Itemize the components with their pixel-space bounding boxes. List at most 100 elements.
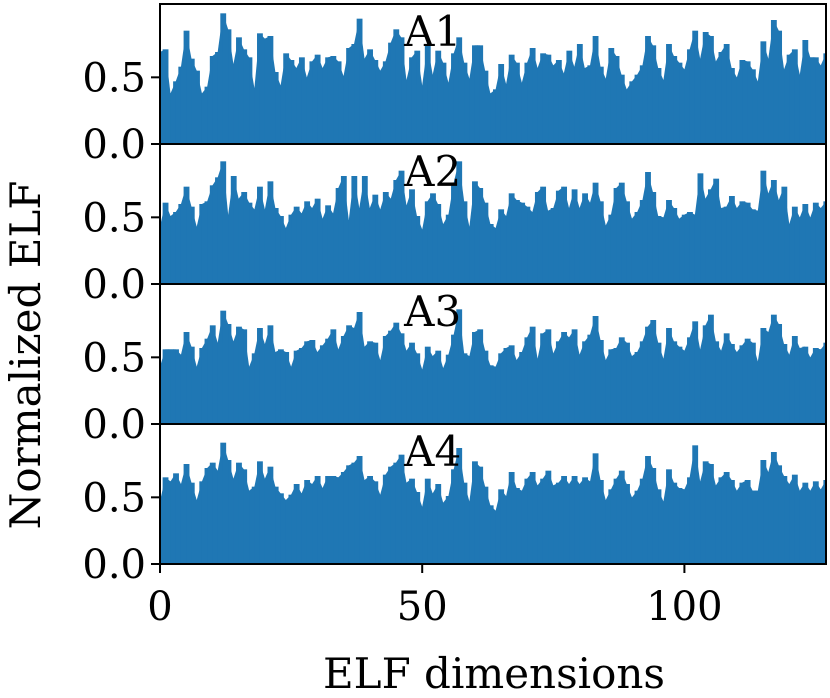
bar-fill — [416, 50, 423, 144]
bar-fill — [784, 344, 790, 424]
bar-fill — [222, 161, 229, 284]
bar-fill — [264, 466, 271, 564]
bar-fill — [500, 489, 507, 564]
bar-fill — [553, 190, 559, 284]
bar-fill — [464, 201, 470, 284]
bar-fill — [469, 181, 475, 284]
bar-fill — [322, 57, 328, 144]
bar-fill — [684, 49, 690, 144]
bar-fill — [432, 350, 438, 424]
bar-fill — [736, 201, 743, 284]
bar-fill — [621, 74, 627, 144]
bar-fill — [652, 468, 659, 564]
bar-fill — [327, 476, 334, 564]
bar-fill — [301, 57, 307, 144]
bar-fill — [453, 448, 459, 564]
bar-fill — [710, 464, 716, 564]
bar-fill — [579, 193, 585, 284]
bar-fill — [506, 54, 512, 144]
bar-fill — [338, 176, 344, 284]
bar-fill — [343, 176, 349, 284]
bar-fill — [815, 202, 821, 284]
bar-fill — [458, 448, 465, 564]
bar-fill — [322, 338, 328, 424]
bar-fill — [165, 49, 171, 144]
bar-fill — [527, 326, 533, 424]
bar-fill — [217, 310, 223, 424]
bar-fill — [437, 484, 444, 564]
bar-fill — [170, 349, 176, 424]
bar-fill — [663, 469, 669, 564]
bar-fill — [416, 353, 423, 424]
bar-fill — [516, 488, 522, 564]
bar-fill — [668, 328, 674, 424]
bar-fill — [794, 49, 800, 144]
bar-fill — [563, 476, 570, 564]
bar-fill — [658, 216, 664, 284]
bar-fill — [296, 484, 302, 564]
bar-fill — [506, 345, 512, 424]
bar-fill — [249, 486, 255, 564]
bar-fill — [642, 172, 648, 284]
bar-fill — [448, 334, 454, 424]
bar-fill — [443, 496, 449, 564]
bar-fill — [317, 198, 323, 284]
bar-fill — [584, 334, 591, 424]
bar-fill — [160, 202, 166, 284]
bar-fill — [726, 196, 732, 284]
bar-fill — [364, 476, 370, 564]
bars-a4 — [160, 442, 826, 564]
bar-fill — [207, 462, 213, 564]
bar-fill — [264, 181, 271, 284]
bar-fill — [275, 208, 281, 284]
bar-fill — [747, 338, 753, 424]
bar-fill — [710, 314, 716, 424]
bar-fill — [747, 480, 753, 564]
bar-fill — [186, 30, 192, 144]
bar-fill — [569, 50, 575, 144]
bar-fill — [280, 493, 286, 564]
bar-fill — [259, 186, 265, 284]
bar-fill — [642, 456, 648, 564]
bar-fill — [631, 74, 638, 144]
bar-fill — [264, 36, 271, 144]
bar-fill — [348, 176, 355, 284]
bar-fill — [464, 353, 470, 424]
bar-fill — [312, 198, 318, 284]
bar-fill — [259, 33, 265, 144]
bar-fill — [805, 40, 811, 144]
bar-fill — [574, 329, 580, 424]
x-tick-label: 50 — [397, 584, 448, 630]
bar-fill — [537, 333, 543, 424]
bar-fill — [778, 30, 785, 144]
bar-fill — [411, 478, 417, 564]
bar-fill — [548, 208, 554, 284]
bar-fill — [799, 40, 806, 144]
bar-fill — [327, 205, 334, 284]
bar-fill — [306, 201, 313, 284]
bar-fill — [757, 460, 764, 564]
bar-fill — [191, 482, 197, 564]
bar-fill — [306, 61, 313, 144]
bar-fill — [285, 352, 292, 424]
bar-fill — [789, 49, 795, 144]
bar-fill — [160, 349, 166, 424]
bar-fill — [191, 206, 197, 284]
bar-fill — [668, 469, 674, 564]
bar-fill — [317, 476, 323, 564]
bar-fill — [752, 490, 758, 564]
bar-fill — [542, 470, 549, 564]
bar-fill — [574, 476, 580, 564]
bar-fill — [778, 465, 785, 564]
bar-fill — [186, 332, 192, 424]
bar-fill — [736, 482, 743, 564]
bar-fill — [180, 30, 187, 144]
bar-fill — [390, 180, 396, 284]
bar-fill — [422, 201, 428, 284]
bar-fill — [673, 56, 680, 144]
bar-fill — [175, 204, 181, 284]
bar-fill — [296, 57, 302, 144]
bar-fill — [222, 13, 229, 144]
bar-fill — [411, 342, 417, 424]
